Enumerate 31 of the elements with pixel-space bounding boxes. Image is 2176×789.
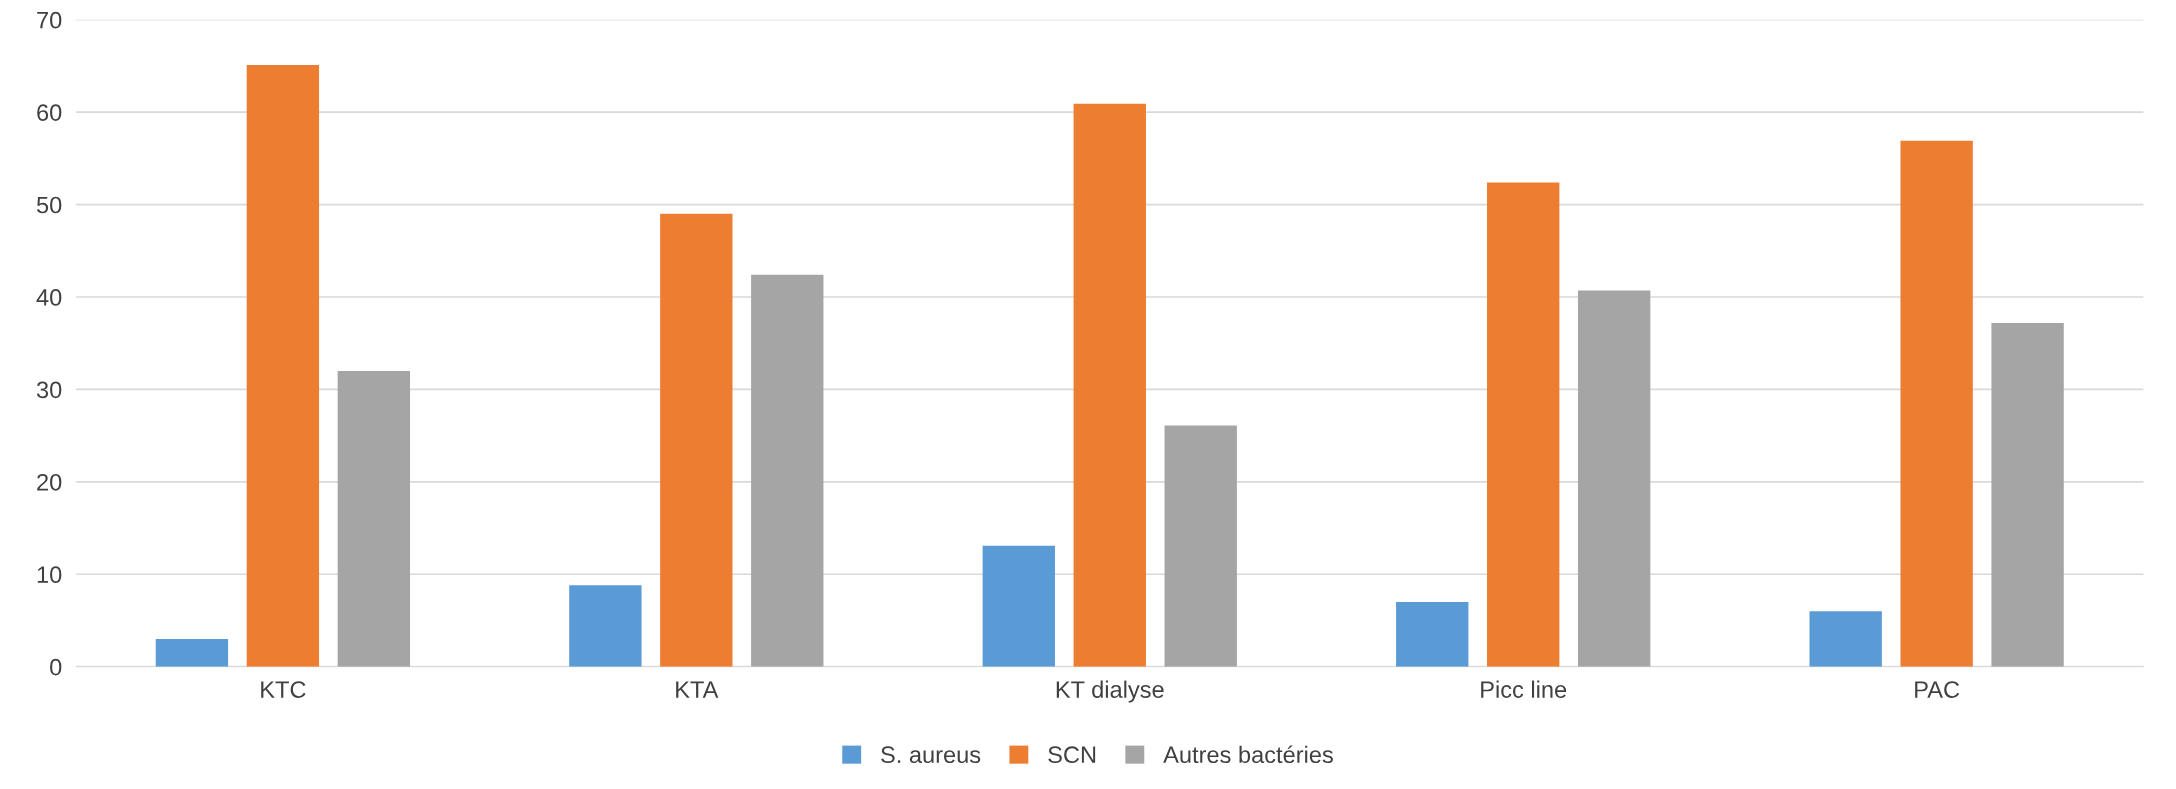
x-tick-label: Picc line	[1481, 680, 1567, 698]
bar	[155, 638, 229, 667]
x-tick-label: PAC	[1915, 681, 1960, 698]
y-tick-label: 60	[37, 104, 62, 121]
bar	[982, 545, 1055, 667]
bar	[1073, 103, 1146, 667]
y-tick-label: 20	[37, 473, 62, 491]
bar	[1487, 182, 1560, 667]
x-tick-label: KT dialyse	[1056, 680, 1164, 703]
y-tick-label: 70	[37, 11, 62, 29]
bar	[337, 370, 411, 667]
y-tick-label: 30	[36, 381, 62, 399]
y-tick-label: 0	[50, 658, 62, 676]
bar	[1577, 290, 1651, 667]
bar	[1164, 425, 1237, 667]
bar	[751, 274, 824, 667]
bar	[1900, 140, 1973, 667]
legend-label: S. aureus	[881, 746, 981, 764]
bar	[660, 213, 733, 667]
legend-label: SCN	[1048, 746, 1096, 764]
x-tick-label: KTA	[676, 681, 719, 698]
bar	[246, 65, 320, 667]
bar	[1809, 611, 1882, 667]
bar	[1396, 602, 1469, 667]
bar	[569, 585, 642, 667]
bar	[1991, 322, 2064, 667]
y-tick-label: 40	[36, 289, 62, 306]
y-tick-label: 50	[36, 196, 62, 214]
x-tick-label: KTC	[261, 681, 306, 698]
y-tick-label: 10	[37, 566, 62, 584]
legend-label: Autres bactéries	[1163, 745, 1333, 764]
